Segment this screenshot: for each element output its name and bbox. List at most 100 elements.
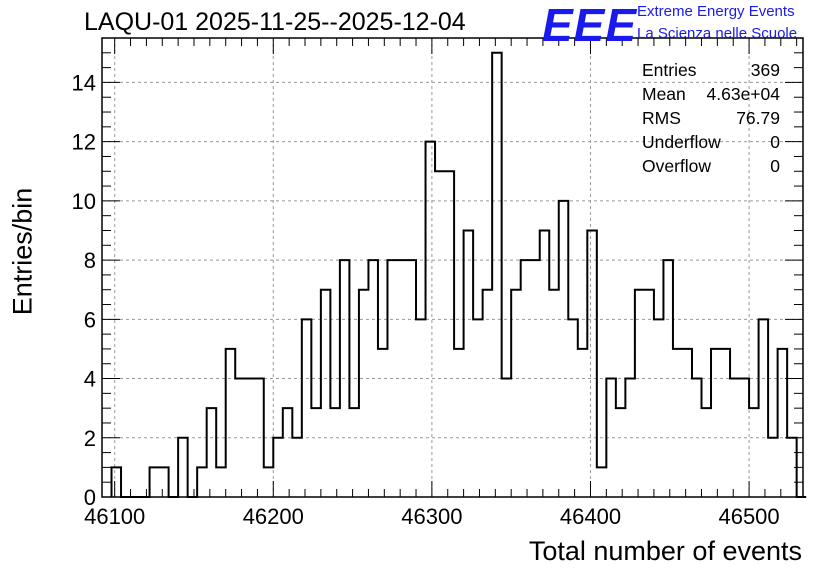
x-axis-label: Total number of events — [528, 536, 802, 566]
histogram-bin — [245, 379, 255, 497]
stat-key: Overflow — [642, 156, 712, 176]
histogram-bin — [235, 379, 245, 497]
chart-title: LAQU-01 2025-11-25--2025-12-04 — [84, 8, 466, 36]
histogram-bin — [682, 349, 692, 497]
y-tick-label: 14 — [72, 70, 96, 95]
x-tick-label: 46200 — [243, 504, 304, 529]
histogram-bin — [606, 379, 616, 497]
y-tick-label: 2 — [84, 426, 96, 451]
histogram-bin — [340, 260, 350, 497]
histogram-bin — [768, 438, 778, 497]
histogram-bin — [540, 230, 550, 497]
stat-key: Entries — [642, 60, 697, 80]
stat-value: 369 — [750, 60, 780, 80]
histogram-bin — [492, 53, 502, 497]
stat-row-entries: Entries 369 — [642, 58, 780, 82]
histogram-bin — [359, 290, 369, 497]
stat-key: RMS — [642, 108, 681, 128]
histogram-bin — [654, 319, 664, 497]
histogram-bin — [549, 290, 559, 497]
histogram-bin — [454, 349, 464, 497]
histogram-bin — [349, 408, 359, 497]
histogram-bin — [597, 467, 607, 497]
org-name: Extreme Energy Events — [637, 3, 795, 20]
histogram-bin — [150, 467, 160, 497]
histogram-bin — [663, 260, 673, 497]
histogram-bin — [673, 349, 683, 497]
histogram-bin — [254, 379, 264, 497]
y-tick-label: 4 — [84, 367, 96, 392]
histogram-bin — [530, 260, 540, 497]
y-tick-label: 8 — [84, 248, 96, 273]
histogram-bin — [416, 319, 426, 497]
histogram-bin — [787, 438, 797, 497]
histogram-bin — [778, 349, 788, 497]
eee-logo: EEE — [542, 0, 638, 51]
stat-row-underflow: Underflow 0 — [642, 130, 780, 154]
histogram-bin — [159, 467, 169, 497]
histogram-bin — [207, 408, 217, 497]
histogram-bin — [321, 290, 331, 497]
histogram-bin — [435, 171, 445, 497]
histogram-bin — [216, 467, 226, 497]
y-tick-label: 6 — [84, 307, 96, 332]
histogram-bin — [587, 230, 597, 497]
histogram-bin — [511, 290, 521, 497]
histogram-bin — [311, 408, 321, 497]
histogram-bin — [578, 349, 588, 497]
histogram-bin — [568, 319, 578, 497]
histogram-bin — [378, 349, 388, 497]
y-tick-label: 0 — [84, 485, 96, 510]
y-tick-label: 12 — [72, 130, 96, 155]
histogram-bin — [730, 379, 740, 497]
histogram-bin — [483, 290, 493, 497]
org-subtitle: La Scienza nelle Scuole — [637, 25, 798, 42]
stat-key: Mean — [642, 84, 686, 104]
y-axis-label-wrap: Entries/bin — [8, 181, 38, 321]
histogram-bin — [701, 408, 711, 497]
histogram-bin — [635, 290, 645, 497]
stat-value: 4.63e+04 — [706, 84, 780, 104]
histogram-bin — [749, 408, 759, 497]
stat-value: 0 — [770, 132, 780, 152]
histogram-bin — [368, 260, 378, 497]
y-tick-label: 10 — [72, 189, 96, 214]
histogram-bin — [721, 349, 731, 497]
stat-row-overflow: Overflow 0 — [642, 154, 780, 178]
x-tick-label: 46300 — [401, 504, 462, 529]
histogram-bin — [283, 408, 293, 497]
histogram-bin — [559, 201, 569, 497]
stat-value: 0 — [770, 156, 780, 176]
stat-row-mean: Mean 4.63e+04 — [642, 82, 780, 106]
histogram-bin — [711, 349, 721, 497]
histogram-bin — [226, 349, 236, 497]
stats-box: Entries 369 Mean 4.63e+04 RMS 76.79 Unde… — [642, 58, 780, 178]
histogram-bin — [521, 260, 531, 497]
stat-key: Underflow — [642, 132, 721, 152]
histogram-bin — [616, 408, 626, 497]
histogram-bin — [302, 319, 312, 497]
plot-frame — [101, 37, 804, 498]
histogram-bin — [502, 379, 512, 497]
histogram-bin — [644, 290, 654, 497]
x-tick-label: 46100 — [84, 504, 145, 529]
x-tick-label: 46500 — [718, 504, 779, 529]
histogram-bin — [759, 319, 769, 497]
histogram-bin — [112, 467, 122, 497]
stat-value: 76.79 — [736, 108, 780, 128]
x-tick-label: 46400 — [560, 504, 621, 529]
histogram-bin — [464, 230, 474, 497]
histogram-bin — [178, 438, 188, 497]
histogram-outline — [110, 51, 807, 498]
histogram-bin — [692, 379, 702, 497]
histogram-bin — [273, 438, 283, 497]
histogram-bin — [473, 319, 483, 497]
histogram-bin — [330, 408, 340, 497]
y-axis-label: Entries/bin — [7, 187, 38, 316]
stat-row-rms: RMS 76.79 — [642, 106, 780, 130]
histogram-bin — [397, 260, 407, 497]
histogram-bin — [426, 142, 436, 497]
histogram-bin — [264, 467, 274, 497]
histogram-bin — [407, 260, 417, 497]
